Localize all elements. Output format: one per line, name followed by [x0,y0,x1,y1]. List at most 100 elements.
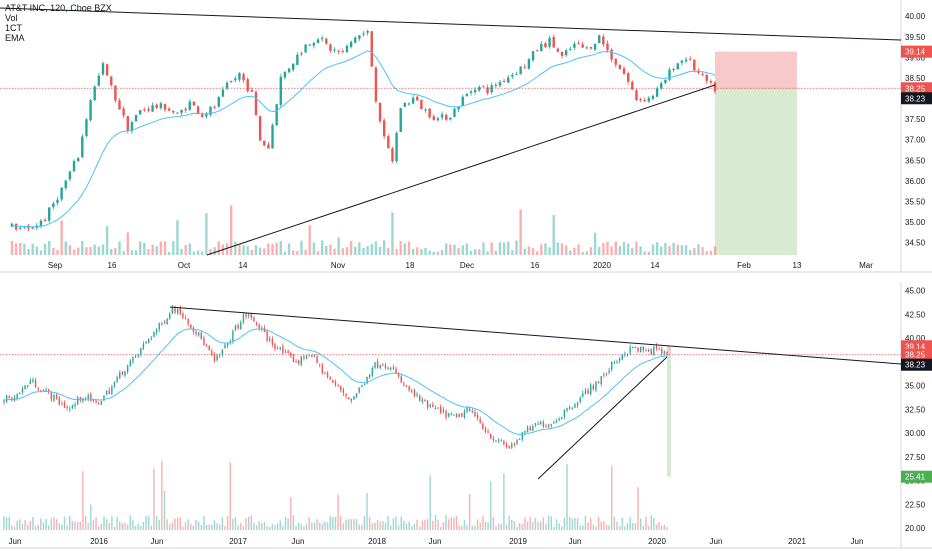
candle-body [355,393,358,398]
candle-body [684,59,688,62]
candle-body [676,63,679,70]
candle-body [571,408,573,410]
volume-bar [266,526,268,530]
volume-bar [276,523,279,530]
volume-bar [85,247,88,255]
volume-bar [634,523,637,530]
candle-body [618,64,622,70]
volume-bar [363,516,366,530]
candle-body [124,371,126,376]
volume-bar [110,248,113,255]
volume-bar [519,209,522,255]
volume-bar [145,515,147,530]
target-zone [715,89,797,256]
volume-bar [140,525,142,530]
volume-bar [197,521,200,530]
volume-bar [254,245,258,255]
volume-bar [116,517,118,530]
candle-body [211,350,213,355]
y-tick-label: 42.50 [905,310,926,319]
candle-body [53,394,55,401]
candle-body [303,356,305,359]
volume-bar [387,516,389,530]
volume-bar [540,244,543,255]
volume-bar [537,521,539,530]
volume-bar [130,250,134,255]
price-badge-text-current: 38.25 [905,84,926,93]
volume-bar [274,525,276,530]
volume-bar [138,241,142,255]
volume-bar [292,515,295,530]
volume-bar [484,521,487,530]
candle-body [645,350,647,352]
volume-bar [269,526,271,530]
candle-body [482,86,485,88]
volume-bar [282,526,284,530]
y-tick-label: 36.50 [905,156,926,165]
y-tick-label: 30.00 [905,429,926,438]
volume-bar [661,525,663,530]
candle-body [384,364,387,368]
candle-body [89,100,92,121]
candle-body [416,96,419,101]
candle-body [224,344,226,349]
candle-body [516,440,518,444]
candle-body [179,307,181,315]
candle-body [111,386,113,395]
candle-body [61,403,63,405]
volume-bar [660,246,663,255]
volume-bar [445,515,447,530]
candle-body [463,411,466,418]
volume-bar [50,518,53,530]
volume-bar [221,517,224,530]
volume-bar [595,526,597,530]
candle-body [392,367,395,370]
candle-body [595,381,597,391]
candle-body [579,397,581,402]
x-tick-label: 2016 [90,537,108,546]
candle-body [354,37,357,43]
volume-bar [405,523,408,530]
candle-body [5,395,8,403]
volume-bar [616,521,618,530]
candle-body [196,106,200,114]
volume-bar [663,524,666,530]
y-tick-label: 20.00 [905,524,926,533]
volume-bar [626,523,629,530]
volume-bar [399,241,402,255]
candle-body [238,73,241,80]
candle-body [48,389,50,393]
volume-bar [279,520,281,530]
volume-bar [666,526,668,530]
candle-body [155,104,158,108]
volume-bar [196,250,200,255]
candle-body [705,74,708,82]
volume-bar [602,242,605,255]
candle-body [234,325,237,331]
top-pane: 40.0039.5039.0038.5038.0037.5037.0036.50… [0,0,932,273]
volume-bar [450,517,452,530]
volume-bar [305,523,308,530]
volume-bar [408,521,410,530]
volume-bar [68,245,72,255]
volume-bar [171,522,174,530]
volume-bar [287,243,291,255]
candle-body [148,338,150,343]
candle-body [508,446,510,448]
volume-bar [16,520,18,530]
candle-body [226,342,229,346]
candle-body [221,89,225,97]
volume-bar [350,519,352,530]
candle-body [498,82,502,86]
volume-bar [321,523,324,530]
volume-bar [418,526,421,530]
y-tick-label: 27.50 [905,453,926,462]
candle-body [232,331,234,342]
candle-body [74,404,76,407]
candle-body [48,207,51,221]
volume-bar [581,251,584,255]
candle-body [518,439,521,441]
candle-body [334,381,337,386]
volume-bar [90,504,92,530]
